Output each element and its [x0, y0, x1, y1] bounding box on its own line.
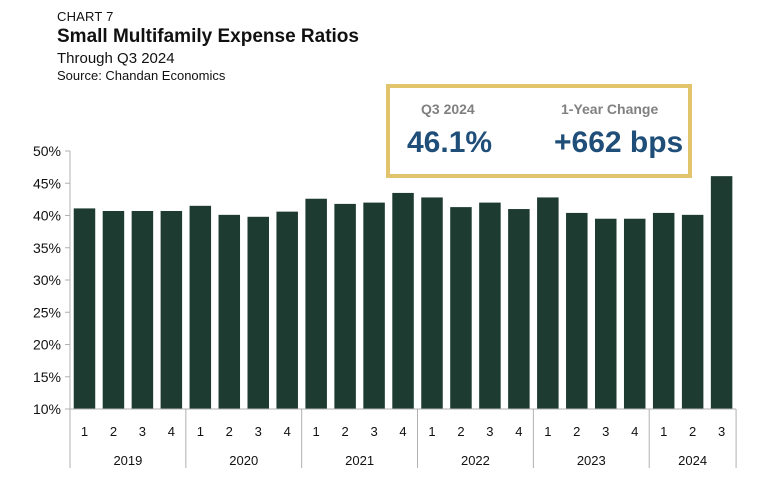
quarter-label: 4 [168, 424, 175, 439]
quarter-label: 1 [544, 424, 551, 439]
current-quarter-label: Q3 2024 [421, 101, 475, 117]
bar [218, 214, 241, 409]
year-change-value: +662 bps [554, 126, 684, 159]
quarter-label: 2 [226, 424, 233, 439]
quarter-label: 4 [631, 424, 638, 439]
bar [479, 202, 501, 409]
quarter-label: 2 [457, 424, 464, 439]
quarter-label: 4 [515, 424, 522, 439]
bar [537, 197, 559, 409]
quarter-label: 2 [573, 424, 580, 439]
year-label: 2024 [678, 453, 707, 468]
quarter-label: 3 [602, 424, 609, 439]
bar [73, 208, 96, 409]
bar [623, 218, 646, 409]
y-tick-label: 25% [33, 304, 61, 320]
bar [160, 210, 183, 409]
quarter-label: 4 [399, 424, 406, 439]
chart-header: CHART 7 Small Multifamily Expense Ratios… [57, 9, 359, 84]
quarter-label: 1 [197, 424, 204, 439]
quarter-label: 1 [428, 424, 435, 439]
year-label: 2019 [113, 453, 142, 468]
quarter-label: 4 [284, 424, 291, 439]
y-tick-label: 40% [33, 208, 61, 224]
year-label: 2023 [577, 453, 606, 468]
bar [189, 205, 212, 409]
bar [392, 192, 414, 409]
y-tick-label: 45% [33, 175, 61, 191]
chart-title: Small Multifamily Expense Ratios [57, 26, 359, 47]
quarter-label: 3 [139, 424, 146, 439]
y-tick-label: 30% [33, 272, 61, 288]
bar [710, 176, 733, 409]
bar [566, 212, 588, 409]
y-tick-label: 15% [33, 369, 61, 385]
bar [363, 202, 385, 409]
year-label: 2022 [461, 453, 490, 468]
bar [131, 210, 154, 409]
current-ratio-value: 46.1% [407, 126, 493, 159]
quarter-label: 1 [660, 424, 667, 439]
bar [595, 218, 617, 409]
chart-subtitle: Through Q3 2024 [57, 50, 175, 67]
quarter-label: 3 [255, 424, 262, 439]
bar [508, 209, 530, 409]
y-tick-label: 35% [33, 240, 61, 256]
quarter-label: 3 [486, 424, 493, 439]
y-tick-label: 10% [33, 401, 61, 417]
quarter-label: 2 [110, 424, 117, 439]
quarter-label: 1 [81, 424, 88, 439]
bar [276, 211, 298, 409]
bar [102, 210, 125, 409]
year-label: 2020 [229, 453, 258, 468]
bar [421, 197, 443, 409]
quarter-label: 2 [342, 424, 349, 439]
y-tick-label: 20% [33, 337, 61, 353]
quarter-label: 2 [689, 424, 696, 439]
quarter-label: 3 [370, 424, 377, 439]
stat-callout-box: Q3 2024 46.1% 1-Year Change +662 bps [386, 84, 692, 178]
chart-source: Source: Chandan Economics [57, 68, 226, 83]
bar [247, 216, 269, 409]
year-change-label: 1-Year Change [561, 101, 659, 117]
chart-number-label: CHART 7 [57, 9, 114, 24]
quarter-label: 3 [718, 424, 725, 439]
bar [450, 207, 472, 409]
bar [652, 212, 675, 409]
quarter-label: 1 [313, 424, 320, 439]
bar [681, 214, 704, 409]
bar [305, 198, 327, 409]
bar [334, 203, 356, 409]
y-tick-label: 50% [33, 143, 61, 159]
year-label: 2021 [345, 453, 374, 468]
